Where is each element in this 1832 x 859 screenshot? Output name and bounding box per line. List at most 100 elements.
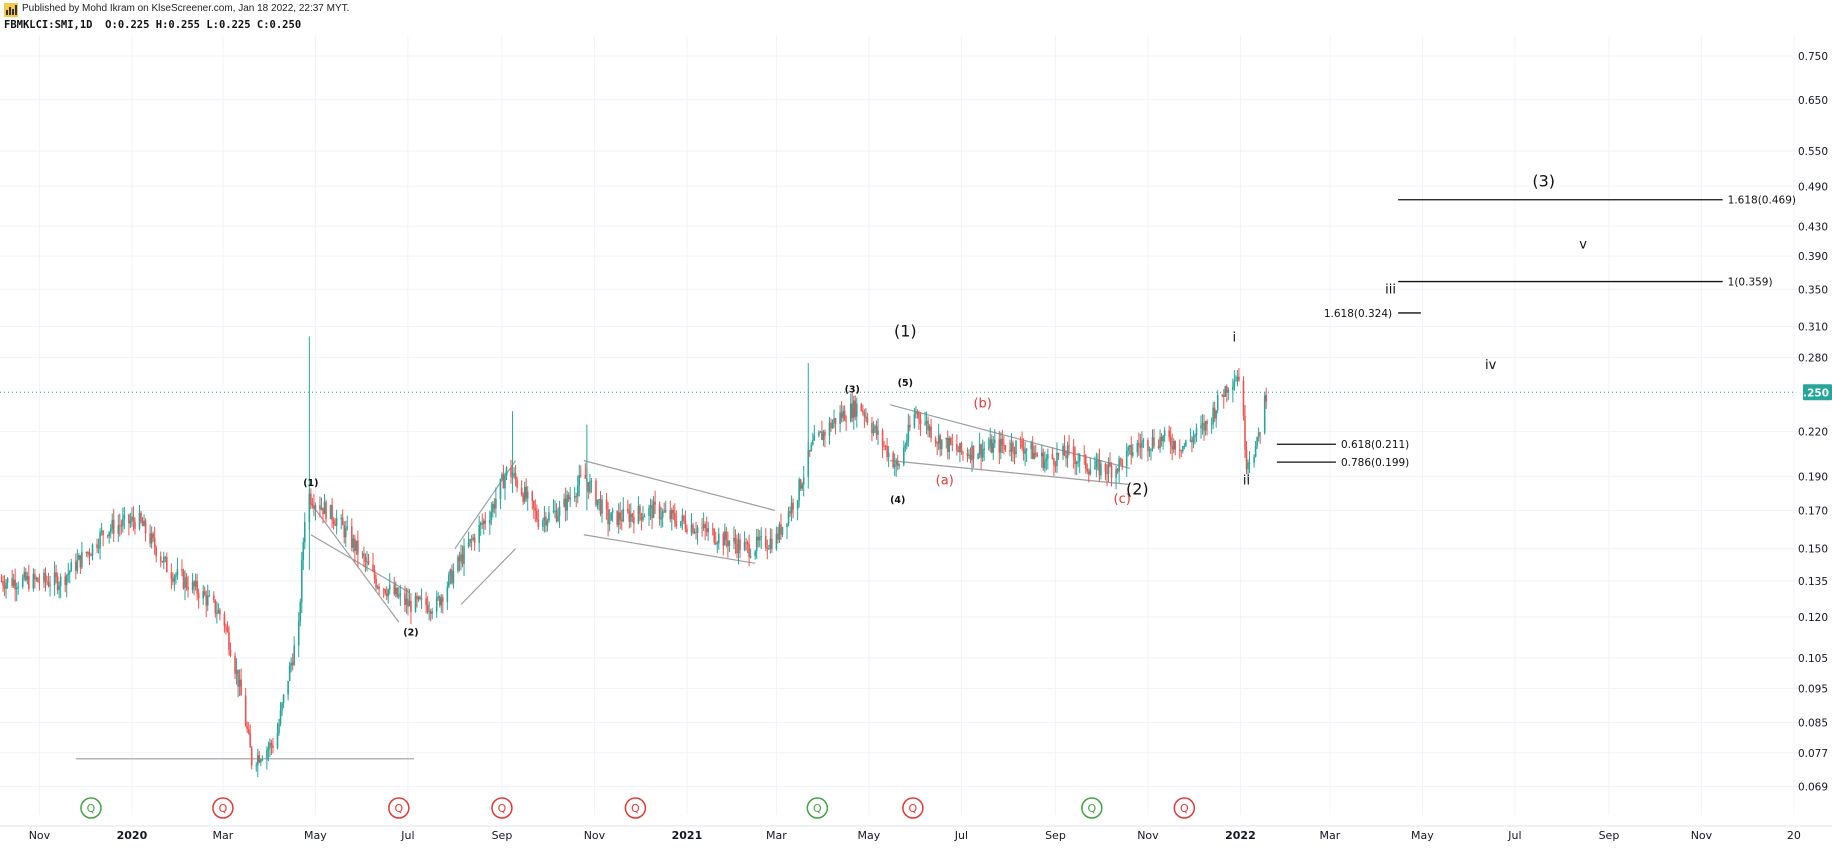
candle-body xyxy=(854,400,857,417)
candle-body xyxy=(831,423,834,429)
candle-body xyxy=(111,519,114,529)
earnings-marker-icon[interactable] xyxy=(624,797,647,819)
x-tick-label: Sep xyxy=(1599,829,1620,842)
candle-body xyxy=(607,509,609,525)
candle-body xyxy=(255,765,258,767)
y-tick-label: 0.150 xyxy=(1798,544,1828,556)
candle-body xyxy=(948,438,951,452)
candle-body xyxy=(648,508,650,516)
candle-body xyxy=(658,504,661,520)
candle-body xyxy=(824,431,826,436)
candle-body xyxy=(32,573,35,589)
candle-body xyxy=(117,525,120,534)
candle-body xyxy=(155,547,157,557)
earnings-marker-icon[interactable] xyxy=(1173,797,1196,819)
y-tick-label: 0.095 xyxy=(1798,684,1828,696)
earnings-marker-icon[interactable] xyxy=(902,797,924,819)
candle-body xyxy=(234,655,236,674)
candle-body xyxy=(363,553,365,557)
earnings-marker-icon[interactable] xyxy=(212,797,234,819)
candle-body xyxy=(120,525,123,527)
candle-body xyxy=(304,521,306,543)
candle-body xyxy=(620,519,623,522)
candle-body xyxy=(1083,455,1086,457)
x-tick-label: 2022 xyxy=(1225,829,1256,842)
candle-body xyxy=(637,506,640,524)
candle-body xyxy=(714,542,717,544)
candle-body xyxy=(334,523,336,526)
ohlc-readout: O:0.225 H:0.255 L:0.225 C:0.250 xyxy=(105,19,302,31)
candle-body xyxy=(387,589,390,597)
candle-body xyxy=(1031,443,1034,459)
candle-body xyxy=(311,504,314,506)
earnings-marker-icon[interactable] xyxy=(388,797,410,819)
candle-body xyxy=(85,551,88,554)
candle-body xyxy=(378,586,380,590)
candle-body xyxy=(608,520,611,525)
candle-body xyxy=(1203,423,1205,431)
candle-body xyxy=(489,520,491,524)
earnings-marker-icon[interactable] xyxy=(491,797,513,819)
candle-body xyxy=(812,440,814,445)
candle-body xyxy=(643,515,646,518)
candle-body xyxy=(44,572,47,582)
candle-body xyxy=(458,556,461,562)
candle-body xyxy=(569,497,571,500)
candle-body xyxy=(1162,435,1164,442)
candle-body xyxy=(279,710,282,724)
candle-body xyxy=(1151,437,1154,449)
y-tick-label: 0.120 xyxy=(1798,612,1828,624)
candle-body xyxy=(792,502,794,510)
candle-body xyxy=(388,584,391,590)
candle-body xyxy=(919,419,922,424)
candle-body xyxy=(892,452,894,468)
candle-body xyxy=(1109,462,1111,467)
candle-body xyxy=(863,412,866,417)
candle-body xyxy=(297,621,300,646)
candle-body xyxy=(373,570,376,579)
candle-body xyxy=(925,420,928,424)
price-axis[interactable]: 0.069 0.077 0.085 0.095 0.105 0.120 0.135 0.150… xyxy=(1796,51,1832,793)
candle-body xyxy=(96,544,98,548)
candle-body xyxy=(695,532,697,534)
candle-body xyxy=(760,536,763,538)
candle-body xyxy=(408,600,411,607)
candle-body xyxy=(619,512,622,520)
candle-body xyxy=(490,512,493,521)
earnings-marker-icon[interactable] xyxy=(80,797,102,819)
candle-body xyxy=(228,631,230,650)
earnings-marker-icon[interactable] xyxy=(806,797,829,819)
time-axis[interactable]: Nov 2020 Mar May Jul Sep Nov 2021 Mar May Jul Sep No… xyxy=(0,825,1832,842)
candle-body xyxy=(566,495,568,511)
candle-body xyxy=(28,575,30,589)
candle-body xyxy=(49,585,51,587)
candle-body xyxy=(725,531,728,541)
candle-body xyxy=(414,595,417,613)
candle-body xyxy=(1034,452,1037,455)
y-tick-label: 0.310 xyxy=(1798,321,1828,333)
last-price-label: 0.250 xyxy=(1796,387,1829,399)
candle-body xyxy=(681,515,684,522)
wave-label: (2) xyxy=(403,627,418,638)
candle-body xyxy=(1247,462,1249,470)
candle-body xyxy=(357,540,359,555)
candle-body xyxy=(969,455,972,461)
candle-body xyxy=(55,572,57,577)
candle-body xyxy=(320,507,323,510)
candle-body xyxy=(680,521,682,527)
candle-body xyxy=(332,520,335,524)
candle-body xyxy=(992,442,995,453)
earnings-marker-icon[interactable] xyxy=(1081,797,1103,819)
candle-body xyxy=(1116,469,1119,472)
wave-label: (a) xyxy=(936,473,954,488)
candle-body xyxy=(129,520,132,524)
candle-body xyxy=(1015,440,1017,455)
candle-body xyxy=(467,542,470,547)
candle-body xyxy=(1174,440,1177,450)
candle-body xyxy=(830,422,832,429)
candle-body xyxy=(187,586,189,590)
candle-body xyxy=(1248,462,1251,464)
candle-body xyxy=(437,596,440,598)
trendline xyxy=(454,460,517,550)
